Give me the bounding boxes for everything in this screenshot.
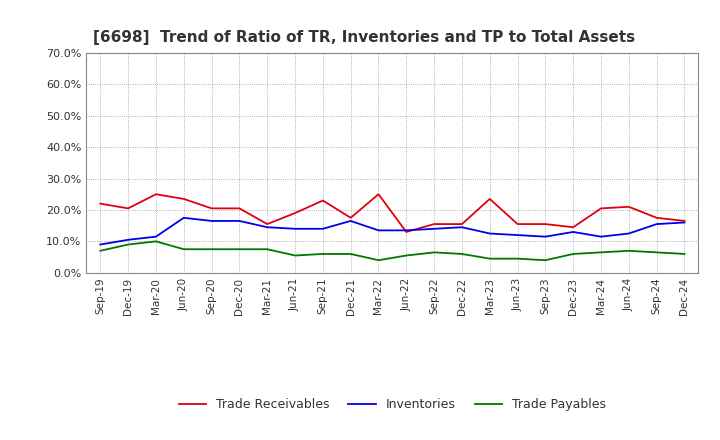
Trade Receivables	[291, 210, 300, 216]
Trade Receivables	[207, 206, 216, 211]
Trade Payables	[374, 257, 383, 263]
Legend: Trade Receivables, Inventories, Trade Payables: Trade Receivables, Inventories, Trade Pa…	[174, 393, 611, 416]
Trade Receivables	[680, 218, 689, 224]
Inventories	[152, 234, 161, 239]
Line: Inventories: Inventories	[100, 218, 685, 245]
Inventories	[485, 231, 494, 236]
Inventories	[318, 226, 327, 231]
Trade Receivables	[597, 206, 606, 211]
Trade Payables	[207, 246, 216, 252]
Trade Payables	[513, 256, 522, 261]
Trade Receivables	[179, 196, 188, 202]
Inventories	[291, 226, 300, 231]
Inventories	[624, 231, 633, 236]
Trade Receivables	[152, 191, 161, 197]
Inventories	[263, 224, 271, 230]
Trade Payables	[597, 250, 606, 255]
Trade Payables	[96, 248, 104, 253]
Trade Receivables	[263, 221, 271, 227]
Trade Receivables	[96, 201, 104, 206]
Inventories	[597, 234, 606, 239]
Inventories	[430, 226, 438, 231]
Inventories	[124, 237, 132, 242]
Trade Payables	[485, 256, 494, 261]
Trade Payables	[624, 248, 633, 253]
Trade Payables	[263, 246, 271, 252]
Inventories	[346, 218, 355, 224]
Trade Receivables	[485, 196, 494, 202]
Trade Receivables	[458, 221, 467, 227]
Trade Payables	[346, 251, 355, 257]
Trade Payables	[235, 246, 243, 252]
Inventories	[569, 229, 577, 235]
Inventories	[680, 220, 689, 225]
Inventories	[235, 218, 243, 224]
Line: Trade Payables: Trade Payables	[100, 242, 685, 260]
Trade Payables	[402, 253, 410, 258]
Trade Payables	[541, 257, 550, 263]
Trade Receivables	[374, 191, 383, 197]
Trade Payables	[652, 250, 661, 255]
Trade Receivables	[430, 221, 438, 227]
Trade Receivables	[513, 221, 522, 227]
Trade Receivables	[569, 224, 577, 230]
Trade Payables	[124, 242, 132, 247]
Trade Receivables	[318, 198, 327, 203]
Inventories	[374, 228, 383, 233]
Trade Payables	[430, 250, 438, 255]
Trade Payables	[291, 253, 300, 258]
Trade Payables	[318, 251, 327, 257]
Inventories	[402, 228, 410, 233]
Inventories	[207, 218, 216, 224]
Trade Payables	[569, 251, 577, 257]
Trade Receivables	[624, 204, 633, 209]
Trade Receivables	[402, 229, 410, 235]
Inventories	[652, 221, 661, 227]
Trade Receivables	[346, 215, 355, 220]
Inventories	[458, 224, 467, 230]
Inventories	[541, 234, 550, 239]
Trade Payables	[152, 239, 161, 244]
Inventories	[96, 242, 104, 247]
Inventories	[513, 232, 522, 238]
Trade Receivables	[541, 221, 550, 227]
Trade Receivables	[652, 215, 661, 220]
Trade Receivables	[124, 206, 132, 211]
Trade Payables	[680, 251, 689, 257]
Inventories	[179, 215, 188, 220]
Trade Payables	[458, 251, 467, 257]
Trade Payables	[179, 246, 188, 252]
Trade Receivables	[235, 206, 243, 211]
Line: Trade Receivables: Trade Receivables	[100, 194, 685, 232]
Text: [6698]  Trend of Ratio of TR, Inventories and TP to Total Assets: [6698] Trend of Ratio of TR, Inventories…	[92, 29, 634, 45]
